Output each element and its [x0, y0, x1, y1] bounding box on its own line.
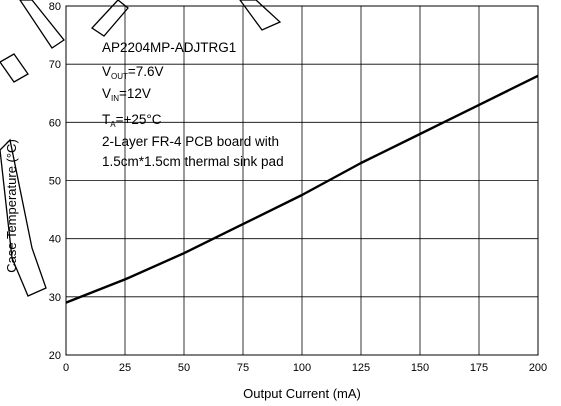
x-tick-labels: 0 25 50 75 100 125 150 175 200 [63, 362, 547, 374]
x-tick-label: 150 [411, 362, 429, 374]
y-tick-label: 60 [49, 117, 61, 129]
grid-lines [66, 6, 538, 355]
watermark-stroke-3 [239, 0, 282, 31]
x-tick-label: 200 [529, 362, 547, 374]
plot-frame [65, 5, 539, 356]
annotation-board: 2-Layer FR-4 PCB board with [102, 134, 279, 149]
x-tick-label: 50 [178, 362, 190, 374]
x-tick-label: 25 [119, 362, 131, 374]
y-tick-labels: 20 30 40 50 60 70 80 [49, 1, 61, 362]
x-tick-label: 0 [63, 362, 69, 374]
series-group [65, 74, 539, 304]
y-tick-label: 30 [49, 292, 61, 304]
y-tick-label: 80 [49, 1, 61, 13]
annotation-sink-pad: 1.5cm*1.5cm thermal sink pad [102, 154, 284, 169]
watermark-stroke-4 [0, 53, 29, 83]
y-tick-label: 50 [49, 176, 61, 188]
chart-annotation: AP2204MP-ADJTRG1 VOUT=7.6V VIN=12V TA=+2… [102, 40, 284, 169]
x-tick-label: 100 [293, 362, 311, 374]
y-tick-label: 70 [49, 59, 61, 71]
annotation-vin: VIN=12V [102, 86, 151, 103]
watermark-stroke-2 [91, 0, 129, 37]
watermark-outline [0, 0, 282, 297]
annotation-vout: VOUT=7.6V [102, 64, 164, 81]
x-axis-label: Output Current (mA) [243, 386, 361, 401]
x-tick-label: 175 [470, 362, 488, 374]
x-tick-label: 75 [237, 362, 249, 374]
x-tick-label: 125 [352, 362, 370, 374]
watermark-stroke-5 [0, 138, 47, 297]
annotation-part-number: AP2204MP-ADJTRG1 [102, 40, 236, 55]
watermark-stroke-1 [19, 0, 65, 49]
y-axis-label: Case Temperature (°C) [4, 139, 19, 273]
series-line [65, 74, 539, 304]
y-tick-label: 40 [49, 234, 61, 246]
annotation-ta: TA=+25°C [102, 112, 162, 129]
y-tick-label: 20 [49, 350, 61, 362]
